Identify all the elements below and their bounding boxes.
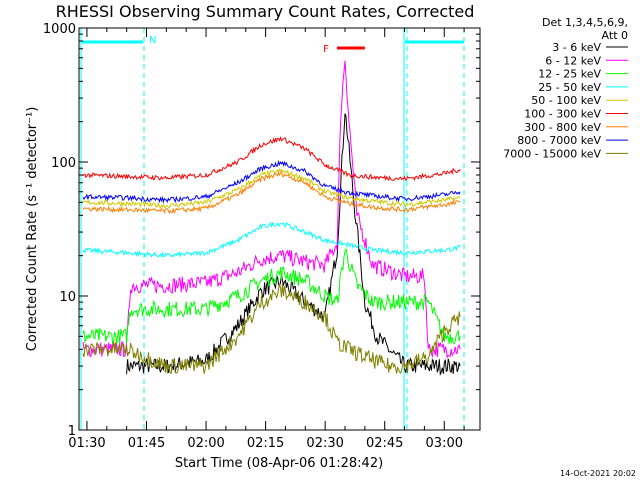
x-tick-label: 02:00 [187, 436, 224, 451]
orbit-markers: NF [80, 28, 465, 430]
x-tick-label: 02:30 [306, 436, 343, 451]
chart-title: RHESSI Observing Summary Count Rates, Co… [56, 2, 475, 21]
x-tick-label: 02:15 [247, 436, 284, 451]
legend-label: 6 - 12 keV [545, 54, 601, 67]
series-line-25-50-kev [82, 221, 461, 258]
legend-label: 25 - 50 keV [538, 81, 601, 94]
series-line-7000-15000-kev [82, 282, 461, 374]
x-axis: 01:30 01:45 02:00 02:15 02:30 02:45 03:00 [68, 28, 465, 451]
legend-label: 7000 - 15000 keV [503, 147, 601, 160]
legend-header-line-2: Att 0 [602, 29, 628, 42]
series-line-6-12-kev [82, 60, 461, 359]
legend-label: 100 - 300 keV [524, 108, 601, 121]
footer-date: 14-Oct-2021 20:02 [560, 469, 636, 478]
series-line-3-6-kev [126, 113, 461, 377]
x-tick-label: 03:00 [426, 436, 463, 451]
series-line-300-800-kev [82, 170, 461, 215]
series-line-12-25-kev [82, 247, 461, 345]
legend-label: 12 - 25 keV [538, 68, 601, 81]
x-tick-label: 01:30 [68, 436, 105, 451]
legend-header-line-1: Det 1,3,4,5,6,9, [542, 16, 628, 29]
y-tick-label: 1 [68, 424, 76, 439]
y-tick-label: 100 [51, 156, 76, 171]
legend-label: 3 - 6 keV [552, 41, 601, 54]
x-tick-label: 01:45 [128, 436, 165, 451]
y-tick-label: 10 [59, 290, 76, 305]
x-axis-label: Start Time (08-Apr-06 01:28:42) [175, 456, 383, 471]
plot-frame [78, 27, 481, 431]
series-layer [82, 60, 461, 377]
flare-label: F [323, 44, 329, 55]
series-line-100-300-kev [82, 136, 461, 182]
legend-label: 50 - 100 keV [531, 94, 601, 107]
series-line-800-7000-kev [82, 159, 461, 204]
y-axis-label: Corrected Count Rate (s⁻¹ detector⁻¹) [25, 107, 40, 352]
x-tick-label: 02:45 [366, 436, 403, 451]
legend-label: 800 - 7000 keV [517, 134, 601, 147]
y-tick-label: 1000 [43, 22, 76, 37]
legend-label: 300 - 800 keV [524, 121, 601, 134]
series-line-50-100-kev [82, 168, 461, 209]
y-axis: 1 10 100 1000 [43, 22, 480, 439]
night-label: N [149, 35, 156, 46]
